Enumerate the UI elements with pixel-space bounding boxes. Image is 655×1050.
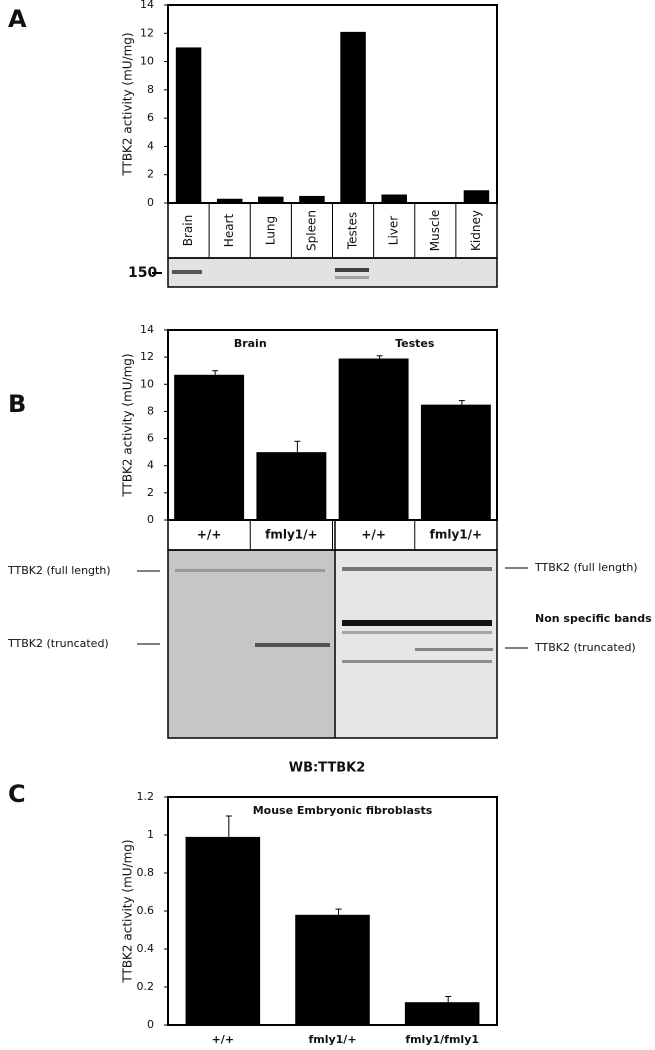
y-axis-label: TTBK2 activity (mU/mg) xyxy=(121,839,135,983)
blot-label: TTBK2 (truncated) xyxy=(7,637,109,650)
bar xyxy=(404,1002,480,1025)
bar xyxy=(420,404,491,520)
x-tick-label: fmly1/+ xyxy=(265,528,317,542)
y-tick-label: 6 xyxy=(147,432,154,445)
bar xyxy=(463,190,490,203)
group-label: Testes xyxy=(395,337,435,350)
y-tick-label: 0.4 xyxy=(137,942,155,955)
x-tick-label: Spleen xyxy=(304,210,318,251)
x-tick-label: fmly1/fmly1 xyxy=(405,1033,479,1046)
blot-label: TTBK2 (full length) xyxy=(7,564,111,577)
y-tick-label: 8 xyxy=(147,404,154,417)
y-tick-label: 14 xyxy=(140,323,154,336)
x-tick-label: Liver xyxy=(387,216,401,246)
blot-label: TTBK2 (full length) xyxy=(534,561,638,574)
bar xyxy=(299,195,325,203)
x-tick-label: Muscle xyxy=(428,210,442,252)
chart-title: Mouse Embryonic fibroblasts xyxy=(253,804,433,817)
blot xyxy=(335,550,497,738)
y-tick-label: 4 xyxy=(147,459,154,472)
y-tick-label: 0 xyxy=(147,196,154,209)
y-tick-label: 8 xyxy=(147,83,154,96)
x-tick-label: Brain xyxy=(181,215,195,246)
blot-band xyxy=(335,268,369,272)
y-tick-label: 12 xyxy=(140,350,154,363)
y-tick-label: 2 xyxy=(147,486,154,499)
bar xyxy=(258,196,284,203)
x-tick-label: +/+ xyxy=(361,528,386,542)
blot-caption: WB:TTBK2 xyxy=(289,761,366,776)
y-tick-label: 0 xyxy=(147,1018,154,1031)
x-tick-label: Kidney xyxy=(469,210,483,251)
bar xyxy=(174,374,245,520)
y-tick-label: 0.8 xyxy=(137,866,155,879)
y-tick-label: 2 xyxy=(147,168,154,181)
y-tick-label: 0.6 xyxy=(137,904,155,917)
x-tick-label: Testes xyxy=(346,212,360,250)
panel-label: A xyxy=(8,5,27,33)
bar xyxy=(175,47,202,203)
blot-band xyxy=(172,270,202,274)
bar xyxy=(185,836,261,1025)
y-tick-label: 12 xyxy=(140,26,154,39)
bar xyxy=(216,198,243,203)
y-tick-label: 10 xyxy=(140,55,154,68)
group-label: Brain xyxy=(234,337,267,350)
blot-label: TTBK2 (truncated) xyxy=(534,641,636,654)
x-tick-label: fmly1/+ xyxy=(308,1033,356,1046)
y-tick-label: 1 xyxy=(147,828,154,841)
bar xyxy=(338,358,409,520)
bar xyxy=(256,452,327,520)
panel-label: B xyxy=(8,390,26,418)
y-axis-label: TTBK2 activity (mU/mg) xyxy=(121,32,135,176)
blot xyxy=(167,257,498,288)
y-tick-label: 6 xyxy=(147,111,154,124)
marker-label: 150 xyxy=(128,265,157,281)
y-tick-label: 0 xyxy=(147,513,154,526)
y-axis-label: TTBK2 activity (mU/mg) xyxy=(121,353,135,497)
y-tick-label: 4 xyxy=(147,139,154,152)
bar xyxy=(381,194,407,203)
bar xyxy=(340,31,366,203)
y-tick-label: 10 xyxy=(140,377,154,390)
x-tick-label: Lung xyxy=(263,216,277,245)
panel-label: C xyxy=(8,780,26,808)
x-tick-label: +/+ xyxy=(212,1033,234,1046)
bar xyxy=(295,914,370,1025)
y-tick-label: 1.2 xyxy=(137,790,155,803)
y-tick-label: 14 xyxy=(140,0,154,11)
bands xyxy=(175,567,493,663)
y-tick-label: 0.2 xyxy=(137,980,155,993)
blot-band xyxy=(335,276,369,279)
blot-label: Non specific bands xyxy=(535,612,652,625)
x-tick-label: +/+ xyxy=(197,528,222,542)
x-tick-label: Heart xyxy=(222,214,236,248)
plot-frame xyxy=(167,4,498,204)
x-tick-label: fmly1/+ xyxy=(430,528,482,542)
